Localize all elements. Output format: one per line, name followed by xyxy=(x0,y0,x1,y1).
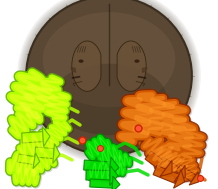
Polygon shape xyxy=(84,160,111,172)
Polygon shape xyxy=(86,170,110,180)
Ellipse shape xyxy=(26,0,192,155)
Polygon shape xyxy=(71,67,75,72)
Polygon shape xyxy=(176,165,196,182)
Ellipse shape xyxy=(51,64,167,135)
Polygon shape xyxy=(189,172,199,185)
Polygon shape xyxy=(174,165,185,182)
Polygon shape xyxy=(22,132,43,143)
Ellipse shape xyxy=(25,0,193,156)
Polygon shape xyxy=(112,176,120,189)
Polygon shape xyxy=(145,151,169,173)
Ellipse shape xyxy=(135,59,140,63)
Polygon shape xyxy=(160,160,172,177)
Ellipse shape xyxy=(78,59,83,63)
Polygon shape xyxy=(53,144,60,163)
Polygon shape xyxy=(90,179,113,188)
Ellipse shape xyxy=(23,0,195,158)
Ellipse shape xyxy=(20,0,198,161)
Polygon shape xyxy=(117,41,146,91)
Ellipse shape xyxy=(22,0,196,160)
Polygon shape xyxy=(33,153,40,169)
Polygon shape xyxy=(159,158,182,178)
Polygon shape xyxy=(110,166,118,186)
Polygon shape xyxy=(174,170,185,188)
Ellipse shape xyxy=(17,0,201,164)
Polygon shape xyxy=(109,157,119,177)
Polygon shape xyxy=(17,154,35,165)
Ellipse shape xyxy=(43,12,175,107)
Polygon shape xyxy=(143,67,147,72)
Ellipse shape xyxy=(19,0,199,163)
Polygon shape xyxy=(35,147,54,159)
Polygon shape xyxy=(72,41,101,91)
Polygon shape xyxy=(153,165,179,184)
Polygon shape xyxy=(42,127,50,147)
